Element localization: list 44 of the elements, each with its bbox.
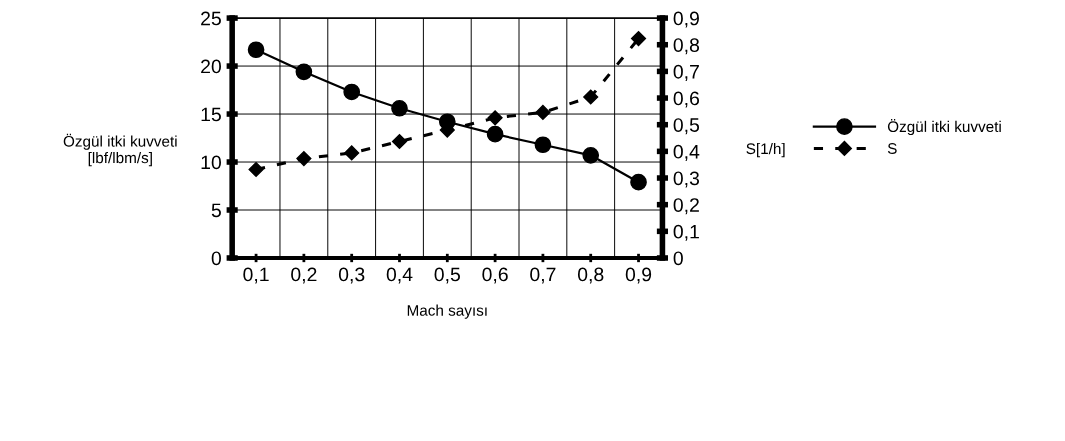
point	[248, 161, 264, 178]
legend-label: S	[887, 143, 897, 154]
point	[344, 145, 360, 161]
point	[391, 133, 408, 150]
y-axis-title: Özgül itki kuvveti [lbf/lbm/s]	[63, 133, 177, 167]
y-tick-label: 0	[211, 251, 221, 266]
y2-tick-label: 0,6	[673, 91, 700, 108]
point	[343, 83, 361, 101]
x-tick-label: 0,6	[482, 267, 508, 284]
y-tick-label: 25	[201, 11, 221, 26]
y-tick-label: 20	[201, 59, 221, 74]
y-tick-label: 15	[201, 107, 221, 122]
point	[534, 136, 552, 154]
point	[295, 63, 313, 81]
point	[486, 125, 504, 143]
point	[583, 89, 599, 105]
y2-tick-label: 0	[673, 251, 683, 266]
x-tick-label: 0,3	[338, 267, 365, 284]
x-tick-label: 0,7	[530, 267, 556, 284]
point	[391, 99, 408, 117]
legend-label: Özgül itki kuvveti	[887, 119, 1001, 136]
x-tick-label: 0,1	[243, 267, 269, 284]
y2-tick-label: 0,8	[673, 38, 700, 55]
point	[630, 173, 647, 191]
point	[247, 41, 265, 59]
y2-tick-label: 0,9	[673, 11, 699, 28]
y2-tick-label: 0,7	[673, 64, 699, 81]
y2-tick-label: 0,3	[673, 171, 700, 188]
y2-tick-label: 0,4	[673, 144, 700, 161]
y2-tick-label: 0,2	[673, 198, 699, 215]
point	[582, 146, 600, 164]
y2-axis-title: S[1/h]	[746, 142, 785, 158]
y2-tick-label: 0,1	[673, 224, 699, 241]
y2-tick-label: 0,5	[673, 118, 700, 135]
point	[630, 31, 647, 47]
x-tick-label: 0,8	[577, 267, 604, 284]
x-axis-title: Mach sayısı	[407, 304, 487, 319]
y-tick-label: 5	[211, 203, 221, 218]
point	[296, 150, 312, 167]
x-tick-label: 0,9	[625, 267, 652, 284]
x-tick-label: 0,5	[434, 267, 460, 284]
x-tick-label: 0,4	[386, 267, 413, 284]
y-tick-label: 10	[201, 155, 221, 170]
x-tick-label: 0,2	[291, 267, 317, 284]
